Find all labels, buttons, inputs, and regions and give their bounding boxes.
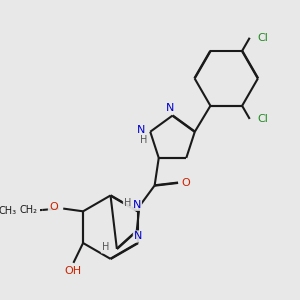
Text: H: H [140, 135, 147, 145]
Text: Cl: Cl [257, 33, 268, 43]
Text: N: N [136, 125, 145, 135]
Text: O: O [49, 202, 58, 212]
Text: O: O [182, 178, 190, 188]
Text: Cl: Cl [257, 114, 268, 124]
Text: N: N [133, 200, 141, 210]
Text: H: H [102, 242, 109, 253]
Text: CH₂: CH₂ [20, 205, 38, 215]
Text: OH: OH [65, 266, 82, 276]
Text: CH₃: CH₃ [0, 206, 16, 216]
Text: N: N [134, 232, 142, 242]
Text: H: H [124, 198, 131, 208]
Text: N: N [166, 103, 174, 113]
